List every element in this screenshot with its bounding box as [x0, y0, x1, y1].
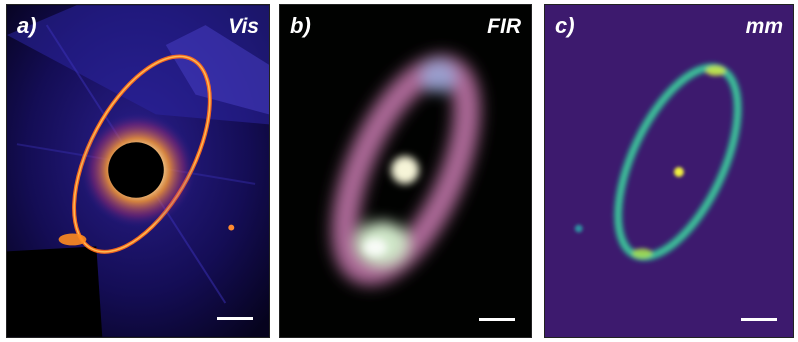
- fir-peak: [363, 238, 388, 257]
- mm-background-source: [574, 224, 583, 233]
- scale-bar: [741, 318, 777, 321]
- scale-bar: [479, 318, 515, 321]
- vis-image: [7, 5, 269, 337]
- panel-fir: b) FIR: [279, 4, 532, 338]
- mm-ring-ansa-upper: [705, 65, 726, 76]
- vis-occulter-block: [7, 246, 103, 337]
- mm-ring-group: [613, 62, 743, 262]
- mm-background: [545, 5, 793, 337]
- vis-coronagraph-mask: [108, 142, 164, 198]
- fir-central-source: [391, 156, 419, 184]
- panel-mm: c) mm: [544, 4, 794, 338]
- band-label: FIR: [487, 15, 521, 38]
- fir-lobe-upper: [420, 60, 457, 93]
- vis-ring-blob: [58, 233, 87, 246]
- band-label: mm: [745, 15, 783, 38]
- panel-letter: b): [290, 13, 311, 38]
- vis-bright-patch: [165, 25, 269, 115]
- vis-point-source: [228, 224, 235, 231]
- panel-letter: c): [555, 13, 575, 38]
- panel-vis: a) Vis: [6, 4, 270, 338]
- mm-image: [545, 5, 793, 337]
- mm-ring-ansa-lower: [632, 248, 653, 259]
- mm-central-source: [673, 167, 684, 177]
- scale-bar: [217, 317, 253, 320]
- band-label: Vis: [228, 15, 259, 38]
- panel-letter: a): [17, 13, 37, 38]
- fir-image: [280, 5, 531, 337]
